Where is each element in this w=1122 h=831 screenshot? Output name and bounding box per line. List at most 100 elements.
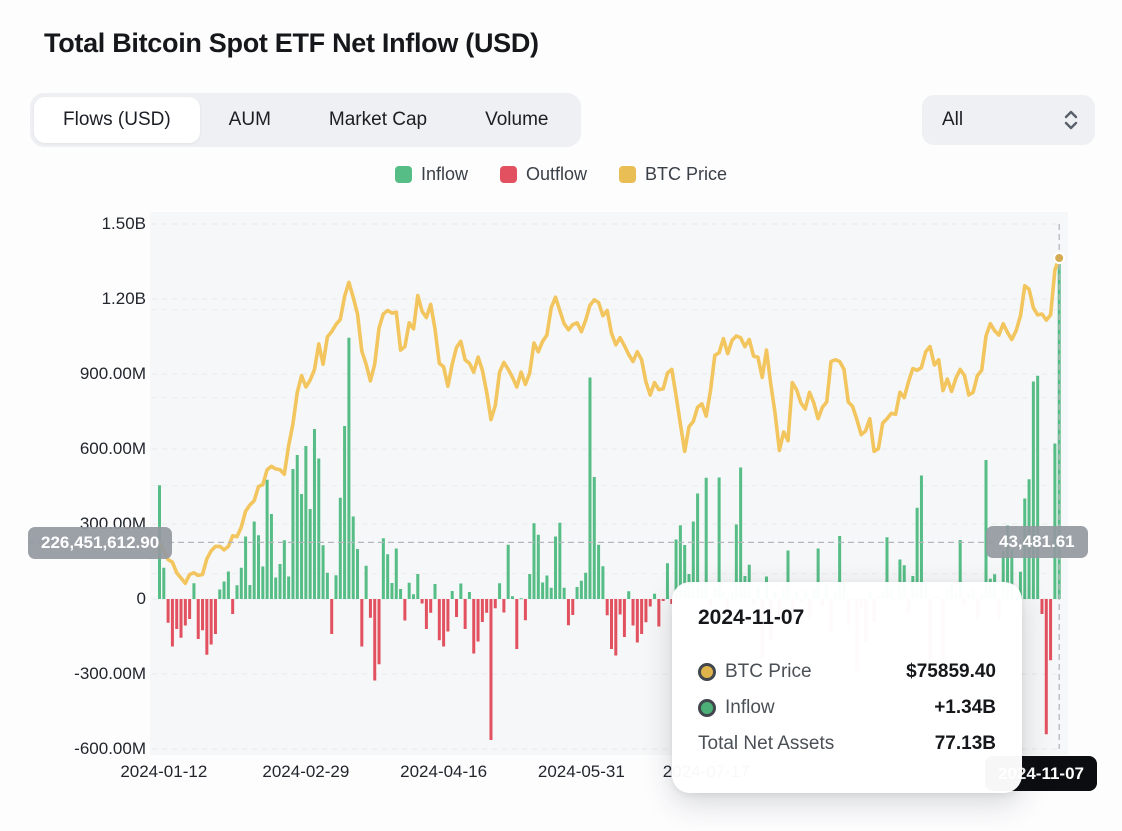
outflow-bar	[377, 599, 381, 665]
inflow-bar	[291, 469, 295, 599]
outflow-bar	[489, 599, 493, 740]
inflow-bar	[235, 585, 239, 599]
inflow-bar	[252, 521, 256, 599]
y-axis-label: 1.20B	[101, 289, 146, 308]
outflow-bar	[610, 599, 613, 649]
inflow-bar	[312, 429, 316, 599]
inflow-bar	[734, 524, 738, 599]
outflow-bar	[515, 599, 519, 649]
chart-tooltip: 2024-11-07 BTC Price $75859.40 Inflow +1…	[672, 582, 1022, 793]
outflow-bar	[442, 599, 446, 647]
legend-item-btc-price[interactable]: BTC Price	[619, 164, 727, 185]
inflow-bar	[532, 523, 536, 599]
inflow-bar	[192, 583, 196, 599]
inflow-bar	[433, 584, 437, 599]
crosshair-right-value-tag: 43,481.61	[986, 526, 1088, 558]
inflow-bar	[549, 587, 553, 599]
tab-market-cap[interactable]: Market Cap	[328, 109, 428, 130]
outflow-bar	[605, 599, 609, 616]
outflow-bar	[614, 599, 618, 656]
tab-flows-usd[interactable]: Flows (USD)	[34, 97, 200, 143]
inflow-bar	[278, 564, 282, 599]
inflow-bar	[325, 572, 329, 599]
legend-label: Inflow	[420, 164, 468, 184]
inflow-bar	[269, 514, 273, 599]
inflow-bar	[506, 544, 510, 599]
outflow-bar	[188, 599, 192, 619]
outflow-bar	[670, 599, 674, 604]
outflow-bar	[657, 599, 661, 627]
inflow-bar	[287, 576, 291, 599]
y-axis-label: 600.00M	[79, 439, 146, 458]
inflow-marker-icon	[698, 699, 716, 717]
outflow-bar	[455, 599, 459, 617]
inflow-bar	[1006, 525, 1010, 599]
outflow-bar	[429, 599, 433, 613]
inflow-bar	[381, 538, 385, 599]
outflow-bar	[566, 599, 570, 626]
outflow-bar	[618, 599, 622, 615]
updown-chevron-icon	[1063, 108, 1079, 132]
inflow-bar	[898, 559, 902, 599]
inflow-bar	[528, 574, 532, 599]
inflow-bar	[1001, 551, 1005, 599]
x-axis-label: 2024-05-31	[537, 762, 625, 781]
outflow-bar	[170, 599, 174, 647]
x-axis-label: 2024-02-29	[262, 762, 350, 781]
inflow-bar	[554, 536, 558, 599]
outflow-bar	[493, 599, 497, 609]
inflow-bar	[239, 567, 243, 599]
crosshair-left-value-tag: 226,451,612.90	[28, 527, 173, 559]
legend-item-outflow[interactable]: Outflow	[499, 164, 587, 185]
outflow-bar	[205, 599, 209, 655]
outflow-bar	[231, 599, 235, 614]
outflow-bar	[571, 599, 575, 615]
outflow-bar	[437, 599, 441, 641]
tab-aum[interactable]: AUM	[228, 109, 271, 130]
outflow-bar	[644, 599, 648, 623]
y-axis-label: 0	[136, 589, 146, 608]
inflow-bar	[674, 539, 678, 599]
inflow-bar	[597, 544, 601, 599]
outflow-bar	[373, 599, 377, 681]
inflow-bar	[343, 426, 347, 599]
inflow-bar	[364, 565, 368, 599]
outflow-bar	[446, 599, 450, 632]
inflow-bar	[257, 535, 261, 599]
tab-volume[interactable]: Volume	[485, 109, 549, 130]
outflow-bar	[661, 599, 665, 601]
inflow-bar	[416, 574, 420, 599]
outflow-bar	[622, 599, 626, 637]
y-axis-label: -300.00M	[74, 664, 146, 683]
chart-tabbar: Flows (USD) AUM Market Cap Volume	[30, 93, 582, 147]
y-axis-label: 900.00M	[79, 364, 146, 383]
inflow-bar	[244, 536, 248, 599]
outflow-bar	[209, 599, 213, 645]
legend-item-inflow[interactable]: Inflow	[394, 164, 468, 185]
tooltip-value: $75859.40	[906, 661, 996, 682]
inflow-bar	[1010, 549, 1014, 599]
time-range-select[interactable]: All	[922, 95, 1095, 145]
inflow-bar	[218, 589, 222, 599]
inflow-bar	[915, 507, 919, 599]
outflow-bar	[485, 599, 489, 613]
inflow-bar	[304, 446, 308, 599]
inflow-bar	[510, 596, 514, 599]
y-axis-label: -600.00M	[74, 739, 146, 758]
tooltip-row-btc-price: BTC Price $75859.40	[698, 654, 996, 690]
outflow-bar	[183, 599, 187, 626]
inflow-bar	[588, 377, 592, 599]
legend-label: BTC Price	[645, 164, 728, 184]
outflow-bar	[201, 599, 205, 631]
outflow-bar	[480, 599, 484, 622]
page-title: Total Bitcoin Spot ETF Net Inflow (USD)	[44, 28, 539, 58]
inflow-bar	[261, 566, 265, 599]
outflow-bar	[179, 599, 183, 638]
inflow-bar	[334, 575, 338, 599]
outflow-bar	[502, 599, 506, 613]
outflow-bar	[368, 599, 372, 618]
inflow-bar	[1053, 443, 1057, 599]
inflow-bar	[274, 577, 278, 599]
inflow-bar	[541, 582, 545, 599]
